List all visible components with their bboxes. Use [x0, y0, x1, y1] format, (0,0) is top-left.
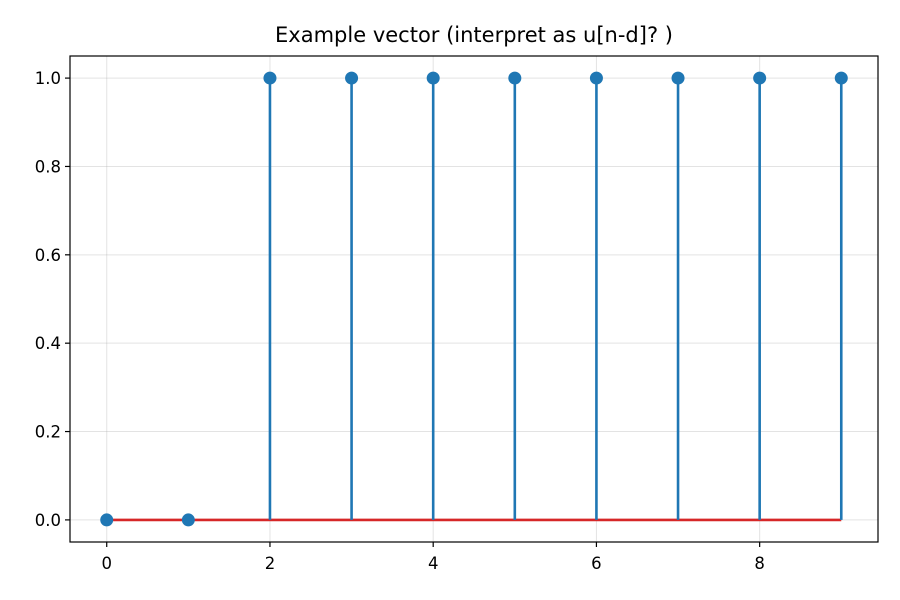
x-tick-label: 6	[591, 554, 602, 573]
y-tick-label: 0.4	[35, 334, 61, 353]
plot-frame	[69, 55, 879, 543]
y-tick-label: 0.8	[35, 157, 61, 176]
stem-marker	[508, 71, 522, 85]
chart-title: Example vector (interpret as u[n-d]? )	[275, 23, 673, 47]
y-tick-label: 0.6	[35, 246, 61, 265]
stem-marker	[100, 513, 114, 527]
y-tick-label: 0.2	[35, 423, 61, 442]
x-tick-label: 2	[265, 554, 276, 573]
markers	[100, 71, 848, 527]
ticks: 0 2 4 6 8 0.0 0.2 0.4 0.6 0.8 1.0	[35, 69, 765, 573]
stem-marker	[426, 71, 440, 85]
y-tick-label: 1.0	[35, 69, 61, 88]
stem-marker	[263, 71, 277, 85]
x-tick-label: 0	[101, 554, 112, 573]
stem-marker	[181, 513, 195, 527]
stem-marker	[753, 71, 767, 85]
grid	[70, 56, 878, 542]
x-tick-label: 8	[754, 554, 765, 573]
y-tick-label: 0.0	[35, 511, 61, 530]
stem-marker	[589, 71, 603, 85]
stem-marker	[345, 71, 359, 85]
x-tick-label: 4	[428, 554, 439, 573]
stem-marker	[671, 71, 685, 85]
stem-marker	[834, 71, 848, 85]
stems	[268, 78, 843, 520]
